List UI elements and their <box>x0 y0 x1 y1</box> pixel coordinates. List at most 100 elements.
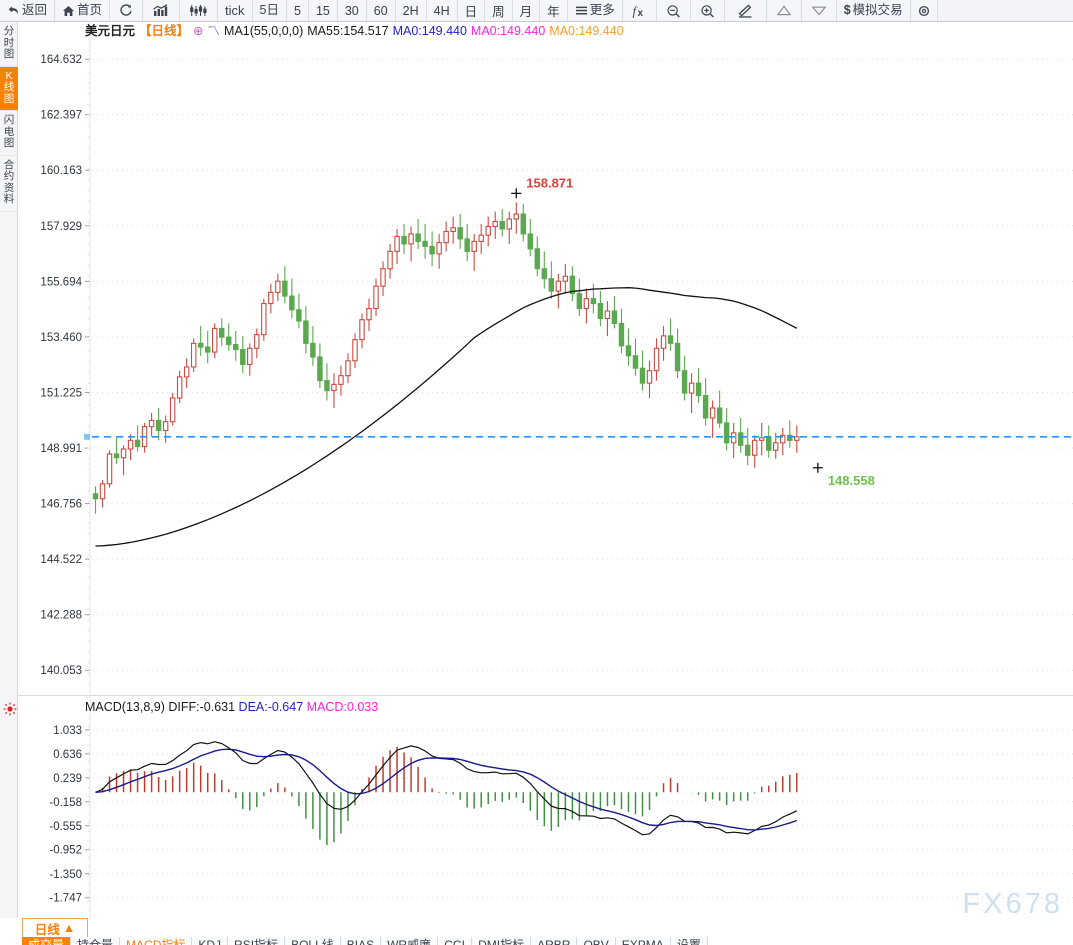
sim-trade-label: 模拟交易 <box>852 3 903 18</box>
period-5[interactable]: 5 <box>286 0 309 21</box>
period-15[interactable]: 15 <box>308 0 338 21</box>
macd-settings-sun-icon[interactable] <box>3 702 17 716</box>
indicator-tab[interactable]: 设置 <box>670 937 708 945</box>
zoom-in-button[interactable] <box>690 0 725 21</box>
draw-tool-button[interactable] <box>724 0 767 21</box>
svg-text:148.991: 148.991 <box>40 443 82 455</box>
price-chart-svg: 164.632 162.397 160.163 157.929 155.694 153.4… <box>40 22 1073 696</box>
zoom-out-icon <box>667 4 680 18</box>
svg-text:155.694: 155.694 <box>40 276 82 288</box>
candlestick-button[interactable] <box>180 0 219 21</box>
period-2h[interactable]: 2H <box>395 0 427 21</box>
period-week[interactable]: 周 <box>485 0 513 21</box>
svg-text:146.756: 146.756 <box>40 499 82 511</box>
svg-text:148.558: 148.558 <box>828 473 875 488</box>
sidebar-item-timeshare[interactable]: 分时图 <box>0 22 18 67</box>
period-tab-label: 日线 <box>34 922 60 937</box>
indicator-tab[interactable]: 持仓量 <box>71 937 121 945</box>
tick-button[interactable]: tick <box>218 0 253 21</box>
period-label: 2H <box>402 3 419 18</box>
indicator-tab[interactable]: KDJ <box>192 937 229 945</box>
svg-text:144.522: 144.522 <box>40 554 82 566</box>
hamburger-icon <box>575 6 587 15</box>
period-label: 周 <box>492 5 505 19</box>
main-toolbar: 返回 首页 <box>0 0 1073 22</box>
sidebar-item-kline[interactable]: K线图 <box>0 66 18 111</box>
price-chart-panel[interactable]: 164.632 162.397 160.163 157.929 155.694 153.4… <box>18 22 1073 696</box>
svg-text:160.163: 160.163 <box>40 165 82 177</box>
svg-text:151.225: 151.225 <box>40 387 82 399</box>
indicator-tab[interactable]: BOLL线 <box>285 937 341 945</box>
period-month[interactable]: 月 <box>512 0 541 21</box>
period-day[interactable]: 日 <box>457 0 486 21</box>
indicator-tab[interactable]: 成交量 <box>22 937 72 945</box>
more-label: 更多 <box>589 3 615 18</box>
indicator-tab[interactable]: BIAS <box>340 937 382 945</box>
period-year[interactable]: 年 <box>540 0 568 21</box>
bar-chart-button[interactable] <box>143 0 181 21</box>
five-day-button[interactable]: 5日 <box>252 0 287 21</box>
macd-header: MACD(13,8,9) DIFF:-0.631 DEA:-0.647 MACD… <box>85 700 378 714</box>
triangle-up-button[interactable] <box>766 0 802 21</box>
svg-text:-1.350: -1.350 <box>49 869 82 881</box>
sidebar-item-contract-info[interactable]: 合约资料 <box>0 156 18 212</box>
triangle-down-icon <box>811 6 827 16</box>
sidebar-item-label: K线图 <box>3 69 15 105</box>
more-button[interactable]: 更多 <box>567 0 623 21</box>
fx-icon: f x <box>632 4 643 18</box>
period-label: 60 <box>373 3 388 18</box>
svg-text:157.929: 157.929 <box>40 221 82 233</box>
period-label: 15 <box>315 3 330 18</box>
svg-text:-0.158: -0.158 <box>49 797 82 809</box>
svg-text:158.871: 158.871 <box>526 175 573 190</box>
svg-text:164.632: 164.632 <box>40 54 82 66</box>
svg-text:0.636: 0.636 <box>53 749 82 761</box>
zoom-out-button[interactable] <box>656 0 691 21</box>
indicator-tab[interactable]: RSI指标 <box>228 937 286 945</box>
svg-text:f: f <box>632 4 638 18</box>
back-button[interactable]: 返回 <box>0 0 56 21</box>
macd-dea-value: DEA:-0.647 <box>238 700 304 714</box>
refresh-icon <box>120 4 132 16</box>
triangle-up-icon: ▲ <box>62 921 76 935</box>
period-4h[interactable]: 4H <box>426 0 458 21</box>
back-arrow-icon <box>8 5 18 14</box>
indicator-tab[interactable]: DMI指标 <box>472 937 532 945</box>
indicator-tab[interactable]: EXPMA <box>615 937 671 945</box>
macd-chart-panel[interactable]: 1.033 0.636 0.239 -0.158 -0.555 -0.952 -1.350 -… <box>18 696 1073 918</box>
formula-button[interactable]: f x <box>622 0 657 21</box>
sidebar-item-label: 闪电图 <box>3 114 15 149</box>
svg-text:153.460: 153.460 <box>40 332 82 344</box>
tick-label: tick <box>225 3 245 18</box>
period-tab-daily[interactable]: 日线 ▲ <box>22 918 88 937</box>
indicator-tab[interactable]: WR威廉 <box>381 937 439 945</box>
refresh-button[interactable] <box>110 0 144 21</box>
home-button[interactable]: 首页 <box>55 0 111 21</box>
period-30[interactable]: 30 <box>337 0 367 21</box>
settings-button[interactable] <box>910 0 938 21</box>
period-label: 年 <box>547 5 560 19</box>
gear-icon <box>918 5 929 16</box>
period-label: 30 <box>344 3 359 18</box>
triangle-up-icon <box>776 5 792 16</box>
pencil-icon <box>738 3 752 18</box>
indicator-tab[interactable]: MACD指标 <box>120 937 193 945</box>
period-label: 5 <box>293 3 301 18</box>
indicator-tab[interactable]: OBV <box>577 937 616 945</box>
indicator-tab[interactable]: CCI <box>438 937 473 945</box>
home-label: 首页 <box>77 3 103 18</box>
indicator-tabs[interactable]: 成交量 持仓量 MACD指标 KDJ RSI指标 BOLL线 BIAS WR威廉 CCI DMI指… <box>22 937 1073 945</box>
period-60[interactable]: 60 <box>366 0 396 21</box>
sim-trade-button[interactable]: $ 模拟交易 <box>836 0 911 21</box>
svg-text:-1.747: -1.747 <box>49 893 82 905</box>
svg-text:140.053: 140.053 <box>40 665 82 677</box>
sidebar-item-lightning[interactable]: 闪电图 <box>0 111 18 156</box>
home-icon <box>63 5 75 16</box>
indicator-tab[interactable]: ARBR <box>531 937 578 945</box>
period-label: 4H <box>433 3 450 18</box>
triangle-down-button[interactable] <box>801 0 837 21</box>
svg-text:142.288: 142.288 <box>40 610 82 622</box>
bottom-bar: 日线 ▲ 成交量 持仓量 MACD指标 KDJ RSI指标 BOLL线 BIAS WR威廉 CC… <box>0 918 1073 945</box>
svg-text:0.239: 0.239 <box>53 773 82 785</box>
svg-text:162.397: 162.397 <box>40 110 82 122</box>
